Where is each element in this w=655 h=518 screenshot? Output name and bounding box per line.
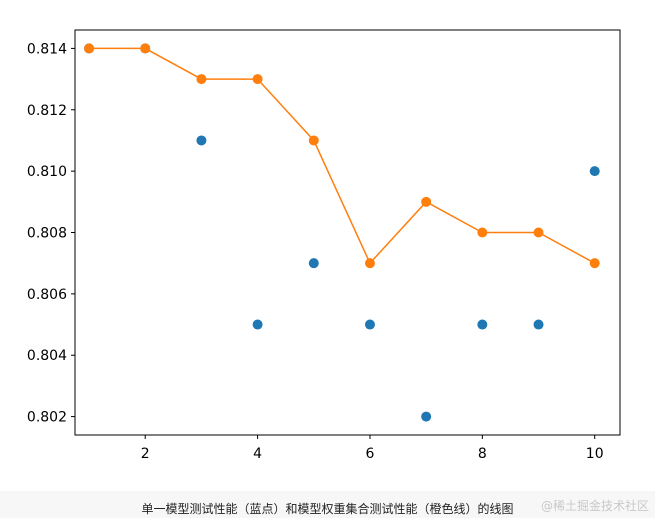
y-tick-label: 0.806 (27, 287, 67, 303)
data-point (533, 227, 544, 238)
data-point (252, 319, 263, 330)
data-point (84, 43, 95, 54)
data-point (252, 74, 263, 85)
watermark: @稀土掘金技术社区 (540, 499, 649, 513)
y-tick-label: 0.810 (27, 164, 67, 180)
data-point (196, 74, 207, 85)
data-point (140, 43, 151, 54)
x-tick-label: 6 (366, 446, 375, 462)
data-point (589, 258, 600, 269)
series-layer (84, 43, 600, 422)
data-point (421, 196, 432, 207)
series-2 (84, 43, 600, 269)
y-tick-label: 0.804 (27, 348, 67, 364)
chart: 2 4 6 8 10 0.8020.8040.8060.8080.8100.8120.8… (27, 29, 621, 462)
x-tick-label: 4 (253, 446, 262, 462)
data-point (364, 319, 375, 330)
data-point (196, 135, 207, 146)
x-tick-label: 8 (478, 446, 487, 462)
data-point (308, 258, 319, 269)
y-tick-label: 0.802 (27, 410, 67, 426)
y-axis: 0.802 0.804 0.806 0.808 0.810 0.812 0.814 (27, 41, 75, 426)
x-tick-label: 2 (141, 446, 150, 462)
data-point (477, 227, 488, 238)
x-tick-label: 10 (586, 446, 604, 462)
data-point (364, 258, 375, 269)
y-tick-label: 0.808 (27, 226, 67, 242)
y-tick-label: 0.812 (27, 103, 67, 119)
data-point (421, 411, 432, 422)
y-tick-label: 0.814 (27, 41, 67, 57)
series-line (89, 47, 596, 265)
x-axis: 2 4 6 8 10 (141, 435, 604, 462)
data-point (308, 135, 319, 146)
footer-bar (0, 491, 655, 518)
data-point (589, 166, 600, 177)
figure-caption: 单一模型测试性能（蓝点）和模型权重集合测试性能（橙色线）的线图 (141, 502, 514, 516)
data-point (533, 319, 544, 330)
data-point (477, 319, 488, 330)
